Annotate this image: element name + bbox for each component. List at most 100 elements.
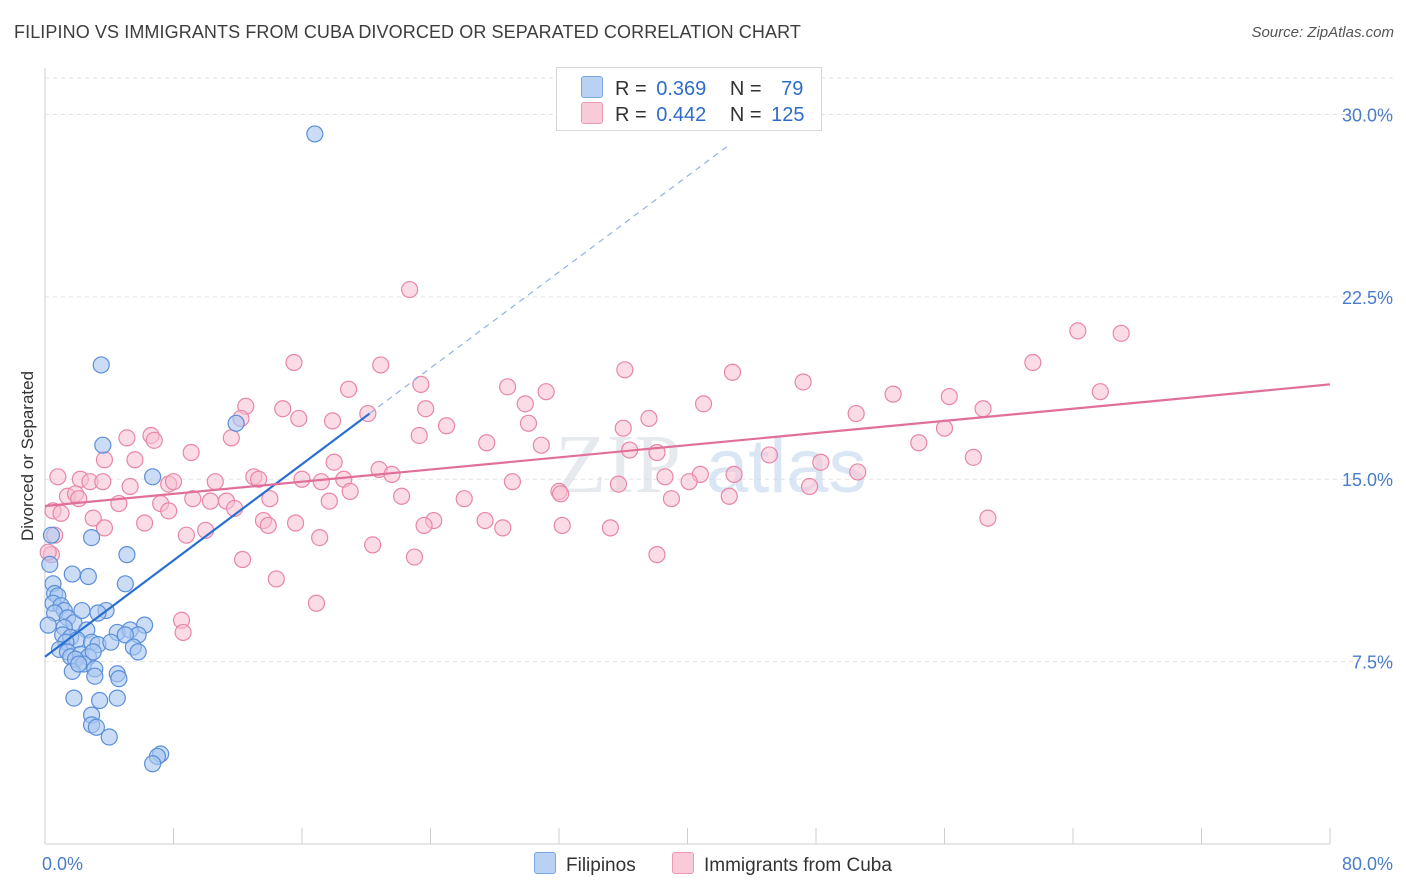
data-point-cuba bbox=[640, 409, 658, 428]
data-point-cuba bbox=[323, 412, 342, 430]
data-point-cuba bbox=[222, 429, 240, 447]
data-point-cuba bbox=[94, 473, 112, 491]
data-point-cuba bbox=[118, 429, 136, 447]
data-point-cuba bbox=[979, 509, 997, 527]
data-point-cuba bbox=[184, 490, 202, 508]
data-point-cuba bbox=[145, 431, 163, 449]
data-point-cuba bbox=[553, 516, 571, 535]
data-point-cuba bbox=[940, 387, 958, 406]
data-point-cuba bbox=[121, 477, 139, 496]
data-point-cuba bbox=[884, 385, 902, 403]
data-point-cuba bbox=[274, 400, 292, 418]
data-point-cuba bbox=[1112, 324, 1130, 342]
trendline-cuba bbox=[44, 383, 1331, 508]
trendline-filipinos bbox=[44, 412, 371, 658]
chart-title: FILIPINO VS IMMIGRANTS FROM CUBA DIVORCE… bbox=[14, 22, 801, 42]
data-point-cuba bbox=[503, 473, 522, 491]
data-point-cuba bbox=[311, 528, 329, 547]
y-tick-label: 7.5% bbox=[1352, 653, 1393, 673]
data-point-cuba bbox=[201, 492, 220, 510]
data-point-filipinos bbox=[108, 689, 126, 707]
data-point-filipinos bbox=[144, 468, 162, 486]
data-point-filipinos bbox=[65, 689, 83, 707]
data-point-cuba bbox=[135, 514, 154, 532]
data-point-filipinos bbox=[92, 356, 110, 374]
data-point-cuba bbox=[614, 419, 632, 437]
data-point-filipinos bbox=[144, 755, 162, 773]
series-filipinos bbox=[39, 125, 324, 773]
trend-lines bbox=[44, 145, 1331, 658]
data-point-cuba bbox=[259, 516, 277, 535]
data-point-cuba bbox=[177, 526, 195, 544]
data-point-cuba bbox=[516, 395, 534, 413]
axes bbox=[44, 68, 1331, 845]
data-point-cuba bbox=[286, 514, 305, 532]
data-point-cuba bbox=[261, 490, 279, 508]
data-point-cuba bbox=[250, 470, 268, 488]
data-point-cuba bbox=[800, 477, 819, 496]
data-point-cuba bbox=[339, 380, 358, 398]
data-point-cuba bbox=[609, 475, 628, 493]
data-point-cuba bbox=[206, 473, 224, 491]
data-point-cuba bbox=[455, 490, 473, 508]
data-point-cuba bbox=[935, 419, 954, 437]
trendline-filipinos-extension bbox=[369, 145, 729, 415]
data-point-filipinos bbox=[116, 626, 134, 644]
legend-r-value: 0.442 bbox=[656, 104, 707, 126]
data-point-cuba bbox=[537, 383, 555, 401]
data-point-cuba bbox=[285, 353, 303, 372]
data-point-filipinos bbox=[70, 655, 88, 673]
data-point-filipinos bbox=[63, 565, 81, 583]
y-tick-label: 22.5% bbox=[1342, 288, 1393, 308]
data-point-cuba bbox=[182, 443, 200, 462]
x-tick-labels: 0.0% 80.0% bbox=[42, 854, 1393, 874]
legend-row-filipinos: R = 0.369 N = 79 bbox=[581, 76, 803, 102]
data-point-cuba bbox=[656, 468, 674, 486]
series-immigrants-from-cuba bbox=[39, 280, 1130, 642]
data-point-filipinos bbox=[89, 604, 107, 622]
stats-legend: R = 0.369 N = 79 R = 0.442 N = 125 bbox=[556, 67, 822, 131]
data-point-cuba bbox=[415, 516, 433, 535]
data-point-cuba bbox=[320, 492, 338, 510]
bottom-legend-filipinos: Filipinos bbox=[534, 852, 636, 877]
data-point-filipinos bbox=[39, 616, 57, 634]
data-point-cuba bbox=[364, 536, 382, 554]
data-point-cuba bbox=[494, 519, 512, 537]
legend-r-label: R = bbox=[615, 78, 647, 100]
data-point-filipinos bbox=[102, 633, 120, 651]
data-point-cuba bbox=[725, 465, 743, 483]
data-point-cuba bbox=[52, 504, 70, 522]
data-point-cuba bbox=[1091, 383, 1109, 401]
legend-r-value: 0.369 bbox=[656, 78, 707, 100]
data-point-cuba bbox=[95, 451, 114, 469]
data-point-cuba bbox=[648, 546, 666, 564]
chart-source: Source: ZipAtlas.com bbox=[1251, 24, 1394, 41]
data-point-cuba bbox=[910, 434, 928, 452]
legend-row-cuba: R = 0.442 N = 125 bbox=[581, 102, 805, 128]
data-point-cuba bbox=[307, 594, 326, 612]
data-point-cuba bbox=[267, 570, 285, 588]
bottom-legend-label: Immigrants from Cuba bbox=[704, 855, 892, 876]
data-point-cuba bbox=[849, 463, 867, 481]
data-point-filipinos bbox=[118, 546, 136, 564]
data-point-cuba bbox=[164, 473, 183, 491]
data-point-cuba bbox=[1069, 322, 1087, 340]
data-point-cuba bbox=[794, 373, 812, 391]
data-point-cuba bbox=[233, 550, 252, 569]
data-point-filipinos bbox=[42, 526, 61, 544]
data-point-cuba bbox=[601, 519, 620, 537]
data-point-cuba bbox=[312, 473, 330, 491]
bottom-legend-cuba: Immigrants from Cuba bbox=[672, 852, 892, 877]
legend-swatch-blue bbox=[581, 76, 603, 98]
data-point-cuba bbox=[974, 400, 992, 418]
data-point-filipinos bbox=[100, 728, 118, 746]
y-tick-labels: 7.5% 15.0% 22.5% 30.0% bbox=[1342, 105, 1393, 672]
legend-n-value: 125 bbox=[771, 104, 805, 126]
legend-n-label: N = bbox=[729, 78, 762, 100]
bottom-legend-swatch-blue bbox=[534, 852, 556, 874]
data-point-cuba bbox=[532, 436, 550, 454]
data-point-filipinos bbox=[84, 643, 102, 661]
data-point-cuba bbox=[126, 451, 144, 469]
data-point-cuba bbox=[812, 453, 830, 471]
